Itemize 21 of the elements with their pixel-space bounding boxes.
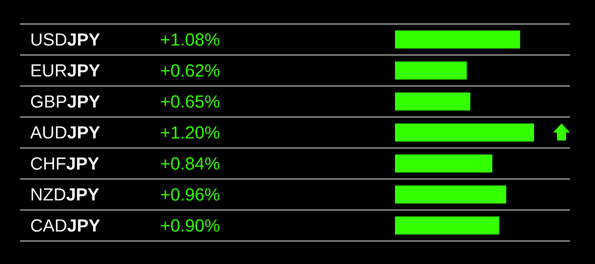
y-tick-label: GBPJPY	[31, 95, 100, 108]
y-tick-label: AUDJPY	[30, 126, 100, 139]
data-label: +1.08%	[161, 33, 220, 46]
y-tick-label: EURJPY	[32, 64, 100, 77]
data-label: +0.96%	[161, 188, 220, 201]
data-label: +0.84%	[161, 157, 220, 170]
bar	[395, 30, 520, 48]
data-label: +0.65%	[161, 95, 220, 108]
y-tick-label: NZDJPY	[32, 188, 99, 201]
data-label: +1.20%	[161, 126, 220, 139]
bar	[395, 186, 506, 204]
bar	[395, 62, 467, 80]
data-label: +0.90%	[161, 219, 220, 232]
y-tick-label: CADJPY	[31, 219, 100, 232]
bar	[395, 154, 492, 172]
y-tick-label: CHFJPY	[31, 157, 99, 170]
bar	[395, 92, 470, 110]
y-tick-label: USDJPY	[32, 33, 100, 46]
bar	[395, 216, 500, 234]
bar	[395, 124, 534, 142]
data-label: +0.62%	[161, 64, 220, 77]
